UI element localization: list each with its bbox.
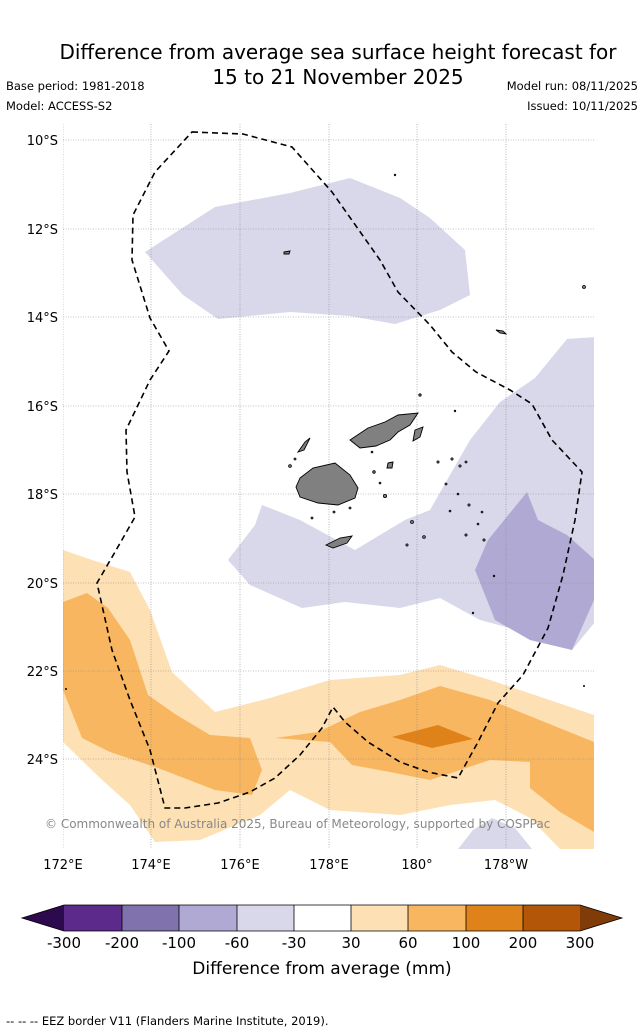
map-title: Difference from average sea surface heig…: [0, 40, 644, 90]
lon-label: 178°E: [309, 858, 349, 873]
colorbar-max-extension: [580, 905, 622, 931]
colorbar-tick: 300: [566, 934, 595, 952]
lat-label: 16°S: [27, 400, 58, 415]
viti-levu-island: [295, 462, 359, 506]
colorbar-tick: -30: [282, 934, 307, 952]
lat-label: 12°S: [27, 223, 58, 238]
colorbar-tick: 100: [452, 934, 481, 952]
small-islands: [65, 173, 586, 691]
taveuni-island: [412, 426, 424, 442]
lat-label: 14°S: [27, 311, 58, 326]
colorbar-swatch: [466, 905, 523, 931]
colorbar-min-extension: [22, 905, 64, 931]
lat-label: 18°S: [27, 488, 58, 503]
anomaly-region-southwest-medium: [63, 593, 262, 795]
vanua-levu-island: [349, 412, 419, 449]
colorbar-swatch: [523, 905, 580, 931]
title-line-1: Difference from average sea surface heig…: [59, 40, 617, 64]
lat-label: 20°S: [27, 577, 58, 592]
colorbar-title: Difference from average (mm): [192, 959, 451, 979]
eez-legend-note: -- -- -- EEZ border V11 (Flanders Marine…: [6, 1014, 329, 1028]
eez-border: [96, 131, 583, 809]
colorbar-tick: -200: [105, 934, 139, 952]
model-name: Model: ACCESS-S2: [6, 99, 113, 113]
lat-labels: 10°S 12°S 14°S 16°S 18°S 20°S 22°S 24°S: [27, 134, 58, 768]
lat-label: 22°S: [27, 665, 58, 680]
colorbar-tick: -300: [47, 934, 81, 952]
lon-label: 176°E: [220, 858, 260, 873]
colorbar-swatch: [237, 905, 294, 931]
issued-date: Issued: 10/11/2025: [527, 99, 638, 113]
colorbar-tick: 200: [509, 934, 538, 952]
lon-label: 178°W: [484, 858, 528, 873]
map-area: [63, 124, 594, 849]
kadavu-island: [324, 535, 353, 549]
yasawa-island: [296, 437, 311, 453]
colorbar-tick: 30: [341, 934, 360, 952]
anomaly-region-south-strong: [392, 725, 473, 748]
colorbar-swatch: [408, 905, 466, 931]
rotuma-island: [283, 250, 291, 255]
colorbar-swatch: [122, 905, 179, 931]
fiji-islands: [283, 250, 508, 549]
colorbar: -300 -200 -100 -60 -30 30 60 100 200 300…: [20, 904, 624, 979]
colorbar-swatch: [294, 905, 351, 931]
lat-label: 24°S: [27, 753, 58, 768]
lat-label: 10°S: [27, 134, 58, 149]
anomaly-region-north: [145, 178, 470, 324]
colorbar-swatch: [179, 905, 237, 931]
colorbar-tick: -100: [162, 934, 196, 952]
koro-island: [386, 461, 394, 469]
base-period: Base period: 1981-2018: [6, 79, 145, 93]
model-run: Model run: 08/11/2025: [506, 79, 638, 93]
lon-labels: 172°E 174°E 176°E 178°E 180° 178°W: [43, 858, 528, 873]
colorbar-tick: 60: [398, 934, 417, 952]
colorbar-outline: [20, 904, 624, 932]
colorbar-tick: -60: [225, 934, 250, 952]
anomaly-region-south-small: [458, 818, 532, 849]
lon-label: 174°E: [131, 858, 171, 873]
colorbar-swatch: [351, 905, 408, 931]
anomaly-region-south-medium: [275, 686, 594, 832]
title-line-2: 15 to 21 November 2025: [212, 65, 464, 89]
lon-label: 180°: [401, 858, 432, 873]
colorbar-swatch: [64, 905, 122, 931]
island-ne: [495, 329, 508, 335]
lat-gridlines: [63, 139, 594, 760]
copyright-credit: © Commonwealth of Australia 2025, Bureau…: [45, 817, 550, 831]
lon-label: 172°E: [43, 858, 83, 873]
anomaly-region-east-strong: [475, 492, 594, 650]
